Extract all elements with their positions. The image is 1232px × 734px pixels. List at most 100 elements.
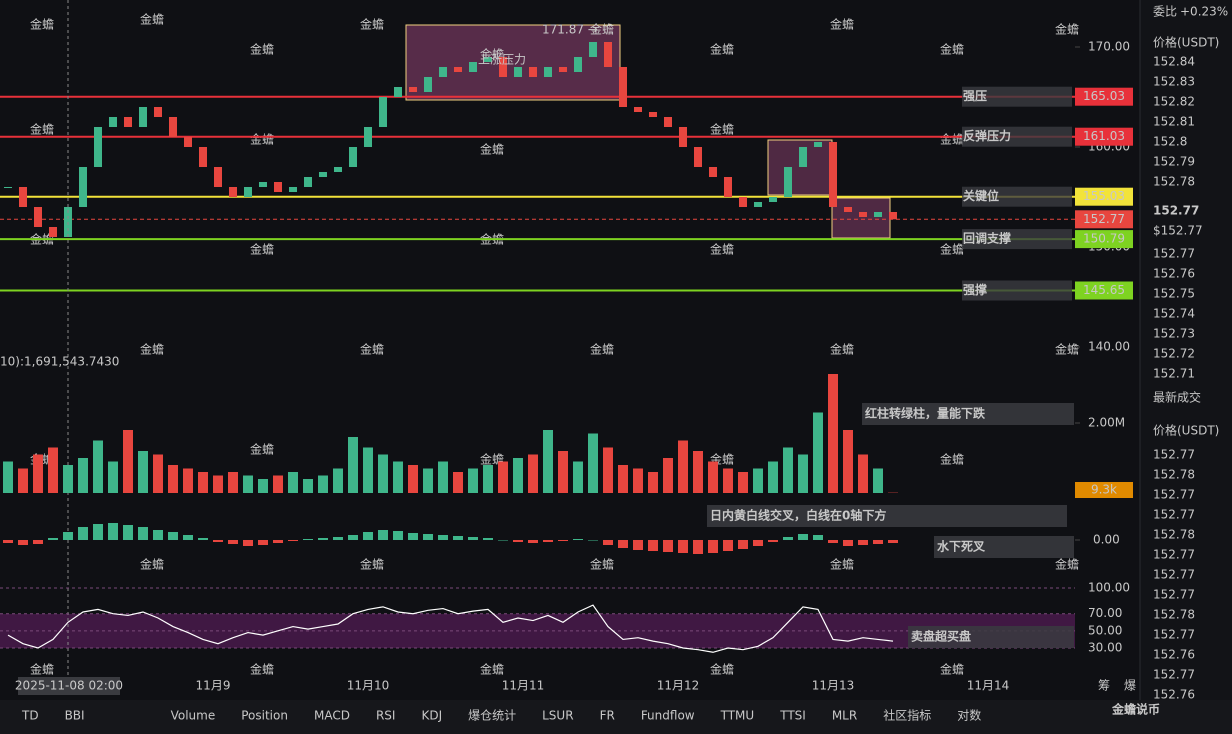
macd-bar [438,535,448,540]
price-tick: 140.00 [1088,340,1130,354]
volume-bar [243,475,253,493]
watermark: 金蟾 [250,242,274,257]
level-tag: 155.03 [1083,189,1125,203]
volume-bar [498,461,508,493]
toolbar-item[interactable]: RSI [376,709,396,723]
macd-bar [678,540,688,553]
volume-bar [273,475,283,493]
toolbar-item[interactable]: Volume [171,709,216,723]
candle [514,67,522,77]
candle [799,147,807,167]
time-label: 11月14 [967,679,1010,693]
level-label-bg [962,126,1072,147]
level-label-bg [962,186,1072,207]
note-bg [862,403,1074,425]
watermark: 金蟾 [1055,342,1079,357]
toolbar-item[interactable]: Fundflow [641,709,695,723]
candle [649,112,657,117]
watermark: 金蟾 [710,42,734,57]
macd-bar [213,540,223,542]
volume-bar [318,475,328,493]
toolbar-item[interactable]: 社区指标 [883,708,931,723]
volume-bar [768,461,778,493]
volume-bar [528,454,538,493]
watermark: 金蟾 [830,557,854,572]
candle [424,77,432,92]
rsi-tick: 50.00 [1088,623,1122,637]
macd-bar [768,540,778,542]
candle [124,117,132,127]
watermark: 金蟾 [590,342,614,357]
volume-bar [33,454,43,493]
macd-bar [153,530,163,540]
candle [439,67,447,77]
volume-bar [168,465,178,493]
crosshair-tag-bg [18,677,120,695]
candle [589,42,597,57]
toolbar-item[interactable]: TTMU [720,709,755,723]
annotation: 171.87 → [542,23,598,37]
macd-bar [588,540,598,541]
macd-bar [498,540,508,541]
watermark: 金蟾 [940,662,964,677]
toolbar-item[interactable]: 对数 [957,708,981,723]
toolbar-item[interactable]: FR [600,709,615,723]
bid: 152.75 [1153,287,1195,301]
toolbar-item[interactable]: MACD [314,709,350,723]
candle [19,187,27,207]
volume-bar [588,433,598,493]
volume-bar [828,374,838,493]
toolbar-item[interactable]: Position [241,709,288,723]
time-label: 11月13 [812,679,855,693]
macd-bar [48,538,58,540]
level-label-bg [962,86,1072,107]
volume-bar [393,461,403,493]
macd-bar [423,534,433,540]
current-tag-bg [1075,210,1133,229]
watermark: 金蟾 [590,22,614,37]
candle [409,87,417,92]
toolbar-item[interactable]: TTSI [779,709,806,723]
candle [334,167,342,172]
volume-bar [468,468,478,493]
watermark: 金蟾 [360,17,384,32]
toolbar-item[interactable]: KDJ [421,709,442,723]
macd-bar [363,532,373,540]
toolbar-item[interactable]: TD [21,709,39,723]
candle [259,182,267,187]
watermark: 金蟾 [140,12,164,27]
volume-bar [738,472,748,493]
candle [34,207,42,227]
candle [229,187,237,197]
note-bg [934,536,1074,558]
toolbar-item[interactable]: BBI [65,709,85,723]
trade: 152.77 [1153,628,1195,642]
candle [784,167,792,197]
volume-bar [708,461,718,493]
volume-bar [723,468,733,493]
macd-bar [513,540,523,542]
candle [499,57,507,77]
macd-bar [93,524,103,540]
volume-bar [603,447,613,493]
candle [679,127,687,147]
toolbar-item[interactable]: LSUR [542,709,573,723]
ask: 152.84 [1153,55,1195,69]
macd-bar [708,540,718,553]
macd-bar [873,540,883,544]
level-label-bg [962,280,1072,301]
toolbar-item[interactable]: MLR [832,709,857,723]
watermark: 金蟾 [940,42,964,57]
volume-bar [138,451,148,493]
bid: 152.76 [1153,267,1195,281]
volume-bar [798,454,808,493]
time-label: 11月10 [347,679,390,693]
level-label: 反弹压力 [963,128,1011,143]
brand: 金蟾说币 [1111,702,1160,717]
toolbar-item[interactable]: 爆仓统计 [468,709,516,723]
macd-bar [483,538,493,540]
candle [364,127,372,147]
ask: 152.81 [1153,115,1195,129]
macd-bar [828,540,838,543]
volume-bar [288,472,298,493]
